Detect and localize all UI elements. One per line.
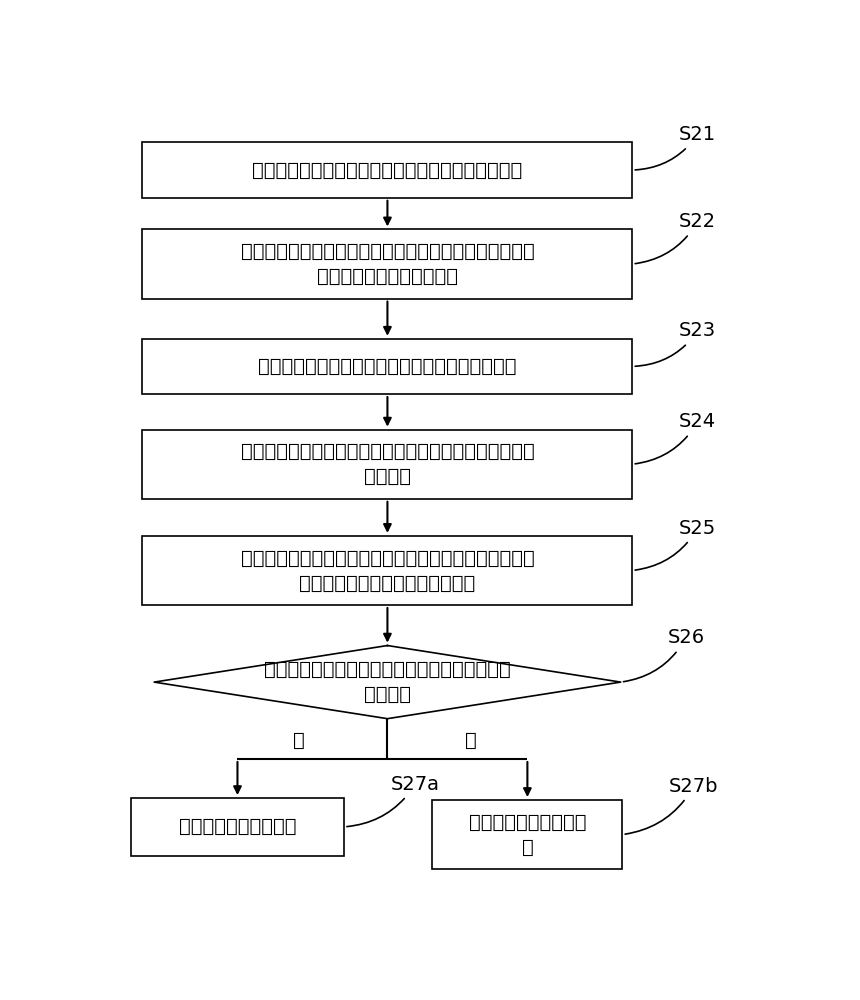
Text: 对每组混合产品的产品效益进行累加得到累计效益: 对每组混合产品的产品效益进行累加得到累计效益 xyxy=(258,357,517,376)
Bar xyxy=(143,536,632,605)
Text: 是: 是 xyxy=(293,731,305,750)
Text: 目标参数符合预设条件: 目标参数符合预设条件 xyxy=(179,817,296,836)
Text: 将综合效益作为目标参数；判断综合效益是否达
到最大值: 将综合效益作为目标参数；判断综合效益是否达 到最大值 xyxy=(264,660,511,704)
Text: S21: S21 xyxy=(636,125,716,170)
Text: S24: S24 xyxy=(636,412,716,464)
Text: S26: S26 xyxy=(624,628,704,682)
Text: 获取每组石油加工原料的原料价格和每个石油加工装置的
操作成本: 获取每组石油加工原料的原料价格和每个石油加工装置的 操作成本 xyxy=(241,442,534,486)
Text: 否: 否 xyxy=(465,731,476,750)
Text: S25: S25 xyxy=(636,519,716,570)
Text: 根据每组混合产品的产量和每组混合产品的产品价格，计
算每组混合产品的产品效益: 根据每组混合产品的产量和每组混合产品的产品价格，计 算每组混合产品的产品效益 xyxy=(241,242,534,286)
Bar xyxy=(143,430,632,499)
Text: S22: S22 xyxy=(636,212,716,264)
Bar xyxy=(143,339,632,394)
Text: S23: S23 xyxy=(636,321,716,366)
Polygon shape xyxy=(154,646,621,719)
Text: S27b: S27b xyxy=(625,777,718,834)
Text: S27a: S27a xyxy=(347,775,439,827)
Text: 将累计效益减去所有石油加工原料的原料价格和所有石油
加工装置操作成本，得到综合效益: 将累计效益减去所有石油加工原料的原料价格和所有石油 加工装置操作成本，得到综合效… xyxy=(241,548,534,592)
Bar xyxy=(143,142,632,198)
Text: 获取每组混合产品的产品价格和每组混合产品的产量: 获取每组混合产品的产品价格和每组混合产品的产量 xyxy=(252,161,523,180)
Bar xyxy=(131,798,344,856)
Bar xyxy=(143,229,632,299)
Bar xyxy=(433,800,623,869)
Text: 目标参数不符合预设条
件: 目标参数不符合预设条 件 xyxy=(469,813,587,857)
